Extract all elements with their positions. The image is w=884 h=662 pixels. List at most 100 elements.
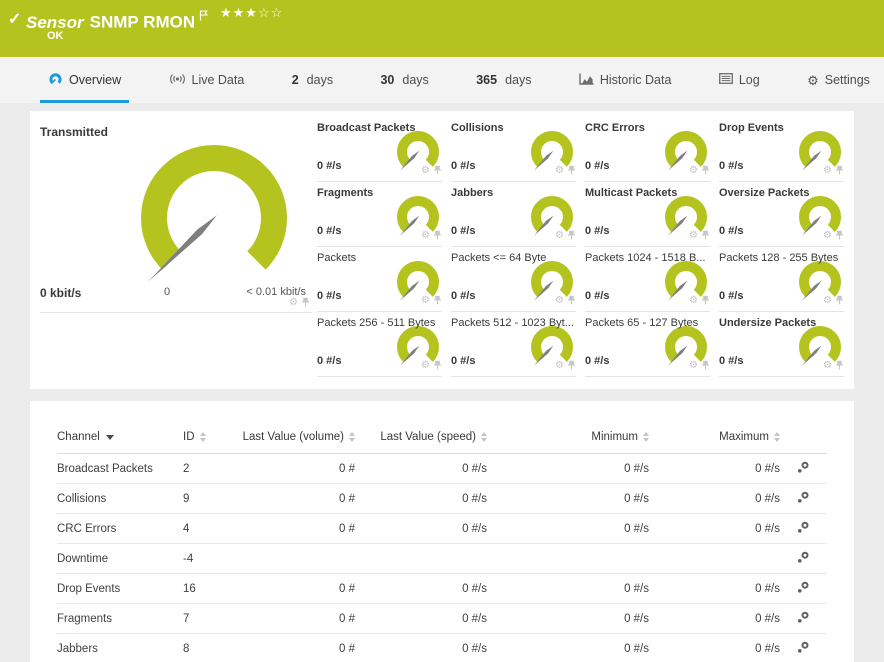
tab-overview[interactable]: Overview <box>40 57 129 103</box>
mini-gauge-value: 0 #/s <box>317 290 342 302</box>
flag-icon[interactable] <box>199 6 209 25</box>
tab-log[interactable]: Log <box>711 57 768 103</box>
channel-settings-icon[interactable] <box>797 491 810 507</box>
mini-gauge-tile: Collisions 0 #/s ⚙ <box>451 117 576 182</box>
gear-icon[interactable]: ⚙ <box>421 360 430 371</box>
pin-icon[interactable] <box>433 227 442 245</box>
table-row[interactable]: CRC Errors 4 0 # 0 #/s 0 #/s 0 #/s <box>57 513 827 544</box>
pin-icon[interactable] <box>835 227 844 245</box>
col-header-maximum[interactable]: Maximum <box>649 431 780 454</box>
col-header-id[interactable]: ID <box>183 431 240 454</box>
pin-icon[interactable] <box>301 294 310 312</box>
pin-icon[interactable] <box>835 292 844 310</box>
mini-gauge <box>799 131 841 171</box>
status-badge: OK <box>47 30 64 42</box>
priority-stars[interactable]: ★★★☆☆ <box>220 5 284 20</box>
gear-icon[interactable]: ⚙ <box>823 295 832 306</box>
gear-icon[interactable]: ⚙ <box>421 165 430 176</box>
pin-icon[interactable] <box>701 162 710 180</box>
mini-gauge-tile: Broadcast Packets 0 #/s ⚙ <box>317 117 442 182</box>
mini-gauge-grid: Broadcast Packets 0 #/s ⚙ Collisions 0 #… <box>317 117 844 383</box>
pin-icon[interactable] <box>433 162 442 180</box>
table-row[interactable]: Collisions 9 0 # 0 #/s 0 #/s 0 #/s <box>57 483 827 514</box>
col-header-last-value-volume[interactable]: Last Value (volume) <box>240 431 355 454</box>
mini-gauge-tile: Packets <= 64 Byte 0 #/s ⚙ <box>451 247 576 312</box>
pin-icon[interactable] <box>701 292 710 310</box>
primary-gauge-label: Transmitted <box>40 125 109 139</box>
overview-content: Transmitted 0 kbit/s 0 < 0.01 kbit/s ⚙ B… <box>0 103 884 662</box>
mini-gauge <box>799 326 841 366</box>
cell-last-value-speed: 0 #/s <box>355 573 487 604</box>
pin-icon[interactable] <box>433 357 442 375</box>
mini-gauge-label: Multicast Packets <box>585 187 678 199</box>
channel-settings-icon[interactable] <box>797 461 810 477</box>
col-header-actions <box>780 431 827 454</box>
tab-bar: Overview Live Data 2 days 30 days 365 da… <box>0 57 884 103</box>
pin-icon[interactable] <box>701 227 710 245</box>
gear-icon[interactable]: ⚙ <box>823 165 832 176</box>
gear-icon[interactable]: ⚙ <box>689 230 698 241</box>
channel-settings-icon[interactable] <box>797 641 810 657</box>
tab-settings[interactable]: ⚙ Settings <box>807 72 870 88</box>
channel-settings-icon[interactable] <box>797 581 810 597</box>
gauge-scale-min: 0 <box>164 286 171 298</box>
table-row[interactable]: Fragments 7 0 # 0 #/s 0 #/s 0 #/s <box>57 603 827 634</box>
table-row[interactable]: Jabbers 8 0 # 0 #/s 0 #/s 0 #/s <box>57 633 827 662</box>
cell-id: 4 <box>183 513 240 544</box>
gauge-needle <box>147 215 217 282</box>
channel-settings-icon[interactable] <box>797 521 810 537</box>
mini-gauge <box>799 196 841 236</box>
log-icon <box>718 73 733 87</box>
channel-settings-icon[interactable] <box>797 611 810 627</box>
gear-icon[interactable]: ⚙ <box>689 165 698 176</box>
primary-gauge-tile: Transmitted 0 kbit/s 0 < 0.01 kbit/s ⚙ <box>40 117 312 313</box>
channel-settings-icon[interactable] <box>797 551 810 567</box>
pin-icon[interactable] <box>835 357 844 375</box>
pin-icon[interactable] <box>701 357 710 375</box>
cell-maximum: 0 #/s <box>649 453 780 484</box>
pin-icon[interactable] <box>433 292 442 310</box>
gear-icon[interactable]: ⚙ <box>421 295 430 306</box>
cell-channel: Jabbers <box>57 633 183 662</box>
mini-gauge <box>397 196 439 236</box>
gear-icon[interactable]: ⚙ <box>289 297 298 308</box>
mini-gauge-tile: Fragments 0 #/s ⚙ <box>317 182 442 247</box>
mini-gauge-value: 0 #/s <box>585 225 610 237</box>
sort-icon <box>774 431 780 442</box>
mini-gauge-tile: Packets 128 - 255 Bytes 0 #/s ⚙ <box>719 247 844 312</box>
tab-live-data[interactable]: Live Data <box>161 57 253 103</box>
gear-icon[interactable]: ⚙ <box>823 230 832 241</box>
mini-gauge-label: Oversize Packets <box>719 187 810 199</box>
cell-minimum: 0 #/s <box>487 633 649 662</box>
col-header-channel[interactable]: Channel <box>57 431 183 454</box>
pin-icon[interactable] <box>567 292 576 310</box>
gear-icon[interactable]: ⚙ <box>555 230 564 241</box>
cell-last-value-volume: 0 # <box>240 603 355 634</box>
cell-last-value-speed: 0 #/s <box>355 633 487 662</box>
cell-channel: CRC Errors <box>57 513 183 544</box>
gear-icon[interactable]: ⚙ <box>555 360 564 371</box>
gear-icon[interactable]: ⚙ <box>555 165 564 176</box>
sort-desc-icon <box>105 435 114 440</box>
pin-icon[interactable] <box>835 162 844 180</box>
pin-icon[interactable] <box>567 162 576 180</box>
table-row[interactable]: Broadcast Packets 2 0 # 0 #/s 0 #/s 0 #/… <box>57 453 827 484</box>
mini-gauge-label: Packets 128 - 255 Bytes <box>719 252 839 264</box>
tab-2-days[interactable]: 2 days <box>291 73 334 87</box>
table-row[interactable]: Downtime -4 <box>57 543 827 574</box>
gear-icon[interactable]: ⚙ <box>421 230 430 241</box>
tab-historic-data[interactable]: Historic Data <box>571 57 680 103</box>
col-header-last-value-speed[interactable]: Last Value (speed) <box>355 431 487 454</box>
tab-30-days[interactable]: 30 days <box>380 73 429 87</box>
pin-icon[interactable] <box>567 227 576 245</box>
pin-icon[interactable] <box>567 357 576 375</box>
gear-icon[interactable]: ⚙ <box>689 295 698 306</box>
gear-icon[interactable]: ⚙ <box>555 295 564 306</box>
gear-icon[interactable]: ⚙ <box>823 360 832 371</box>
cell-id: 8 <box>183 633 240 662</box>
cell-maximum: 0 #/s <box>649 573 780 604</box>
table-row[interactable]: Drop Events 16 0 # 0 #/s 0 #/s 0 #/s <box>57 573 827 604</box>
col-header-minimum[interactable]: Minimum <box>487 431 649 454</box>
tab-365-days[interactable]: 365 days <box>476 73 532 87</box>
gear-icon[interactable]: ⚙ <box>689 360 698 371</box>
